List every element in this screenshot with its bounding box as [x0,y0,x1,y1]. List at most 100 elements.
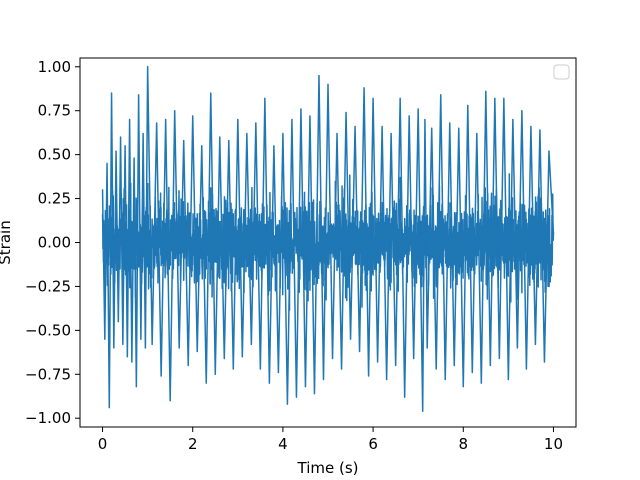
data-point [228,139,230,142]
data-point [183,139,185,142]
data-point [110,92,113,94]
data-point [534,343,537,346]
data-point [135,385,137,388]
data-point [268,382,270,384]
x-axis-label: Time (s) [297,459,359,477]
data-point [417,108,419,110]
data-point [516,347,518,349]
data-point [512,118,514,121]
data-point [367,375,370,377]
y-tick-label: −0.75 [25,365,71,383]
data-point [192,115,194,117]
data-point [453,364,455,367]
data-point [156,122,158,124]
y-tick-label: 0.25 [38,190,71,208]
data-point [129,118,131,121]
data-point [322,378,325,381]
data-point [349,338,352,340]
data-point [363,87,365,89]
data-point [300,108,302,110]
data-point [255,122,257,124]
data-point [386,378,388,381]
data-point [354,125,356,128]
data-point [467,104,469,107]
data-point [458,127,460,129]
data-point [259,368,261,370]
data-point [106,162,108,165]
data-point [422,410,424,412]
data-point [408,115,410,117]
data-point [476,132,478,135]
data-point [498,357,500,360]
data-point [104,338,106,340]
y-axis-label: Strain [0,220,14,264]
y-tick-label: −1.00 [25,409,71,427]
data-point [264,97,266,100]
data-point [413,357,415,360]
data-point [313,393,316,395]
data-point [117,320,119,323]
data-point [309,115,311,117]
data-point [440,94,442,96]
data-point [340,368,343,370]
data-point [358,350,361,353]
data-point [122,343,124,346]
y-tick-label: 0.50 [38,146,71,164]
data-point [377,361,379,363]
data-point [444,378,446,381]
series-layer [101,66,555,412]
data-point [390,132,392,135]
data-point [223,357,225,360]
data-point [232,368,234,370]
y-axis-ticks: −1.00 −0.75 −0.50 −0.25 0.00 0.25 0.50 0.75 1.00 [25,58,80,427]
data-point [399,97,401,100]
series-line [101,66,555,412]
data-point [552,233,555,235]
data-point [318,74,320,77]
data-point [539,129,541,131]
data-point [219,136,221,138]
data-point [273,145,275,147]
data-point [108,407,110,409]
data-point [331,357,334,360]
data-point [124,145,126,147]
data-point [210,92,212,94]
y-tick-label: 1.00 [38,58,71,76]
data-point [480,382,482,384]
x-tick-label: 0 [98,435,108,453]
data-point [543,361,546,363]
x-tick-label: 6 [368,435,378,453]
data-point [113,347,115,349]
data-point [174,110,176,112]
data-point [237,118,239,121]
data-point [449,122,451,124]
data-point [282,132,284,135]
data-point [187,364,189,367]
data-point [471,371,473,374]
data-point [286,403,289,405]
data-point [178,347,180,349]
data-point [277,371,279,374]
data-point [246,132,248,135]
data-point [140,338,142,340]
data-point [525,368,528,370]
data-point [131,361,133,363]
y-tick-label: −0.25 [25,277,71,295]
data-point [214,373,216,375]
data-point [521,110,523,112]
data-point [169,400,171,402]
data-point [250,343,252,346]
data-point [530,125,532,128]
data-point [507,378,509,381]
data-point [489,364,491,367]
data-point [115,150,117,152]
x-tick-label: 10 [544,435,563,453]
data-point [435,368,437,370]
data-point [503,97,505,100]
data-point [133,157,135,159]
legend-box [553,64,570,80]
data-point [424,118,426,121]
data-point [431,127,433,129]
data-point [485,90,487,92]
